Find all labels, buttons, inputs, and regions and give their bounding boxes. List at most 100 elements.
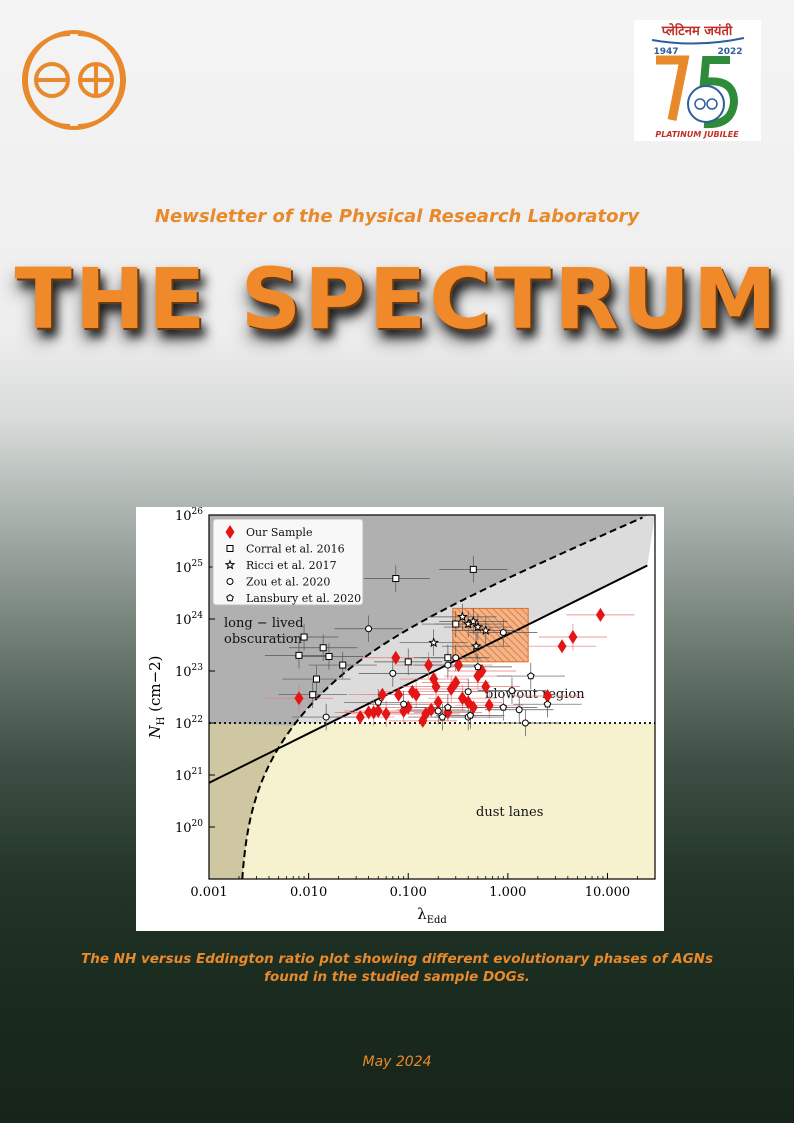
data-point <box>499 703 508 711</box>
data-point <box>391 650 401 665</box>
legend-box <box>212 518 364 606</box>
data-point <box>309 691 317 699</box>
caption-line-2: found in the studied sample DOGs. <box>264 969 530 985</box>
data-point <box>557 639 567 654</box>
y-axis-label: NH (cm−2) <box>146 655 167 739</box>
data-point <box>392 575 400 583</box>
jubilee-label: PLATINUM JUBILEE <box>655 130 739 139</box>
year-end: 2022 <box>717 47 742 57</box>
data-point <box>424 658 434 673</box>
y-tick-label: 1020 <box>175 819 203 836</box>
legend-marker <box>225 525 235 539</box>
legend-marker <box>224 559 236 570</box>
y-tick-label: 1021 <box>175 767 203 784</box>
data-point <box>404 658 412 666</box>
data-point <box>444 654 452 662</box>
blowout-boundary-line <box>208 564 648 784</box>
y-tick-label: 1022 <box>175 715 203 732</box>
data-point <box>463 695 473 710</box>
data-point <box>472 621 484 632</box>
plot-frame <box>208 514 656 880</box>
data-point <box>526 672 535 680</box>
data-point <box>319 644 327 652</box>
data-point <box>394 687 404 702</box>
data-point <box>542 689 552 704</box>
x-tick-label: 0.100 <box>390 885 427 900</box>
data-point <box>521 719 529 727</box>
data-point <box>339 661 347 669</box>
data-point <box>466 711 475 719</box>
x-tick-label: 0.010 <box>290 885 327 900</box>
data-point <box>433 695 443 710</box>
y-tick-label: 1025 <box>175 559 203 576</box>
data-point <box>325 653 333 661</box>
nh-eddington-chart: long − lived obscuration blowout region dus… <box>136 507 664 931</box>
data-point <box>300 633 308 641</box>
data-point <box>374 698 383 706</box>
data-point <box>499 629 507 637</box>
data-point <box>480 624 492 636</box>
figure-caption: The NH versus Eddington ratio plot showi… <box>60 950 734 986</box>
data-point <box>452 620 460 628</box>
legend-label: Corral et al. 2016 <box>246 543 345 556</box>
data-point <box>469 565 477 573</box>
data-point <box>467 615 479 626</box>
legend-label: Zou et al. 2020 <box>246 576 330 589</box>
data-point <box>295 651 303 659</box>
prl-logo-icon <box>22 30 126 130</box>
data-point <box>452 654 460 662</box>
data-point <box>364 705 374 720</box>
platinum-jubilee-badge: प्लेटिनम जयंती 1947 2022 PLATINUM JUBILE… <box>634 20 761 141</box>
region-label-dust-lanes: dust lanes <box>476 805 543 820</box>
data-point <box>568 630 578 645</box>
page-title: THE SPECTRUM <box>14 250 780 348</box>
legend-marker <box>226 578 234 585</box>
data-point <box>313 675 321 683</box>
data-point <box>508 687 516 695</box>
dust-lanes-region <box>209 723 655 879</box>
region-label-long-lived: long − lived <box>224 616 304 631</box>
data-point <box>389 669 397 677</box>
data-point <box>400 700 408 708</box>
data-point <box>428 637 439 648</box>
long-lived-dust-region <box>209 723 294 879</box>
data-point <box>543 700 552 708</box>
hindi-text: प्लेटिनम जयंती <box>661 23 733 39</box>
region-label-blowout: blowout region <box>485 687 585 702</box>
data-point <box>444 703 452 711</box>
legend-marker <box>226 593 234 602</box>
caption-line-1: The NH versus Eddington ratio plot showi… <box>81 951 713 967</box>
data-point <box>484 698 494 713</box>
data-point <box>381 706 391 721</box>
data-point <box>429 672 439 687</box>
data-point <box>365 625 373 633</box>
data-point <box>355 710 365 725</box>
data-point <box>457 611 468 622</box>
data-point <box>468 700 478 715</box>
data-point <box>294 691 304 706</box>
y-tick-label: 1026 <box>175 507 203 524</box>
data-point <box>470 640 482 651</box>
data-point <box>595 607 605 622</box>
data-point <box>434 707 442 715</box>
x-tick-label: 1.000 <box>489 885 526 900</box>
data-point <box>473 669 483 684</box>
data-point <box>411 687 421 702</box>
x-tick-label: 0.001 <box>190 885 227 900</box>
x-tick-label: 10.000 <box>585 885 631 900</box>
y-tick-label: 1024 <box>175 611 203 628</box>
y-tick-label: 1023 <box>175 663 203 680</box>
data-point <box>377 687 387 702</box>
x-axis-label: λEdd <box>417 905 447 926</box>
issue-date: May 2024 <box>362 1054 432 1070</box>
data-point <box>474 662 482 671</box>
hatched-region <box>452 607 529 663</box>
newsletter-subtitle: Newsletter of the Physical Research Labo… <box>154 206 640 227</box>
legend-label: Ricci et al. 2017 <box>246 559 337 572</box>
legend-marker <box>226 545 234 552</box>
data-point <box>454 658 464 673</box>
data-point <box>451 675 461 690</box>
year-start: 1947 <box>653 47 678 57</box>
data-point <box>373 704 383 719</box>
